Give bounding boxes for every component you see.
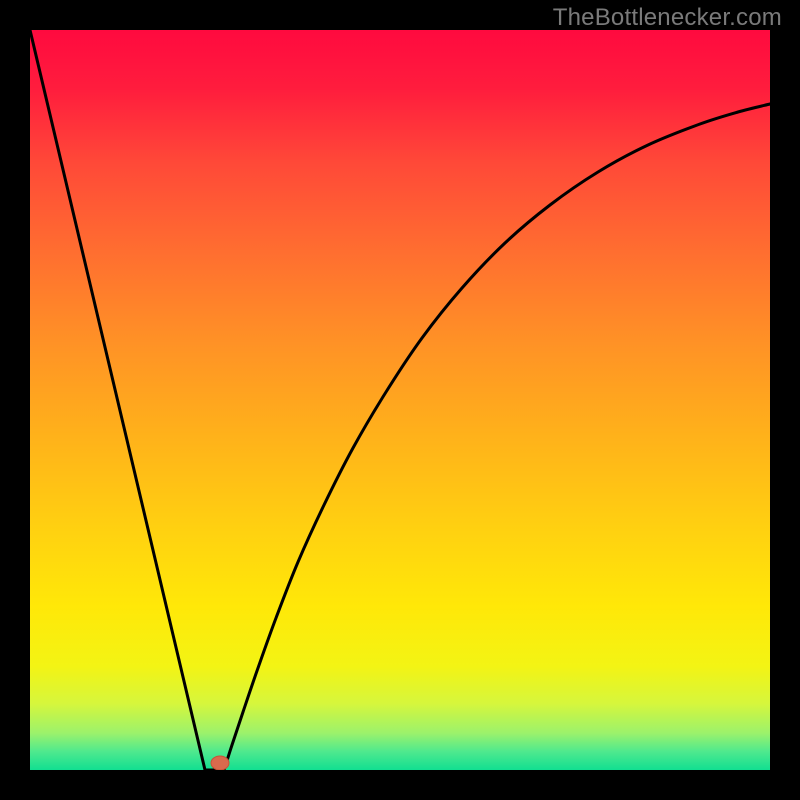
current-config-marker [211,756,229,770]
watermark-text: TheBottlenecker.com [553,4,782,32]
chart-svg [0,0,800,800]
chart-container: TheBottlenecker.com [0,0,800,800]
